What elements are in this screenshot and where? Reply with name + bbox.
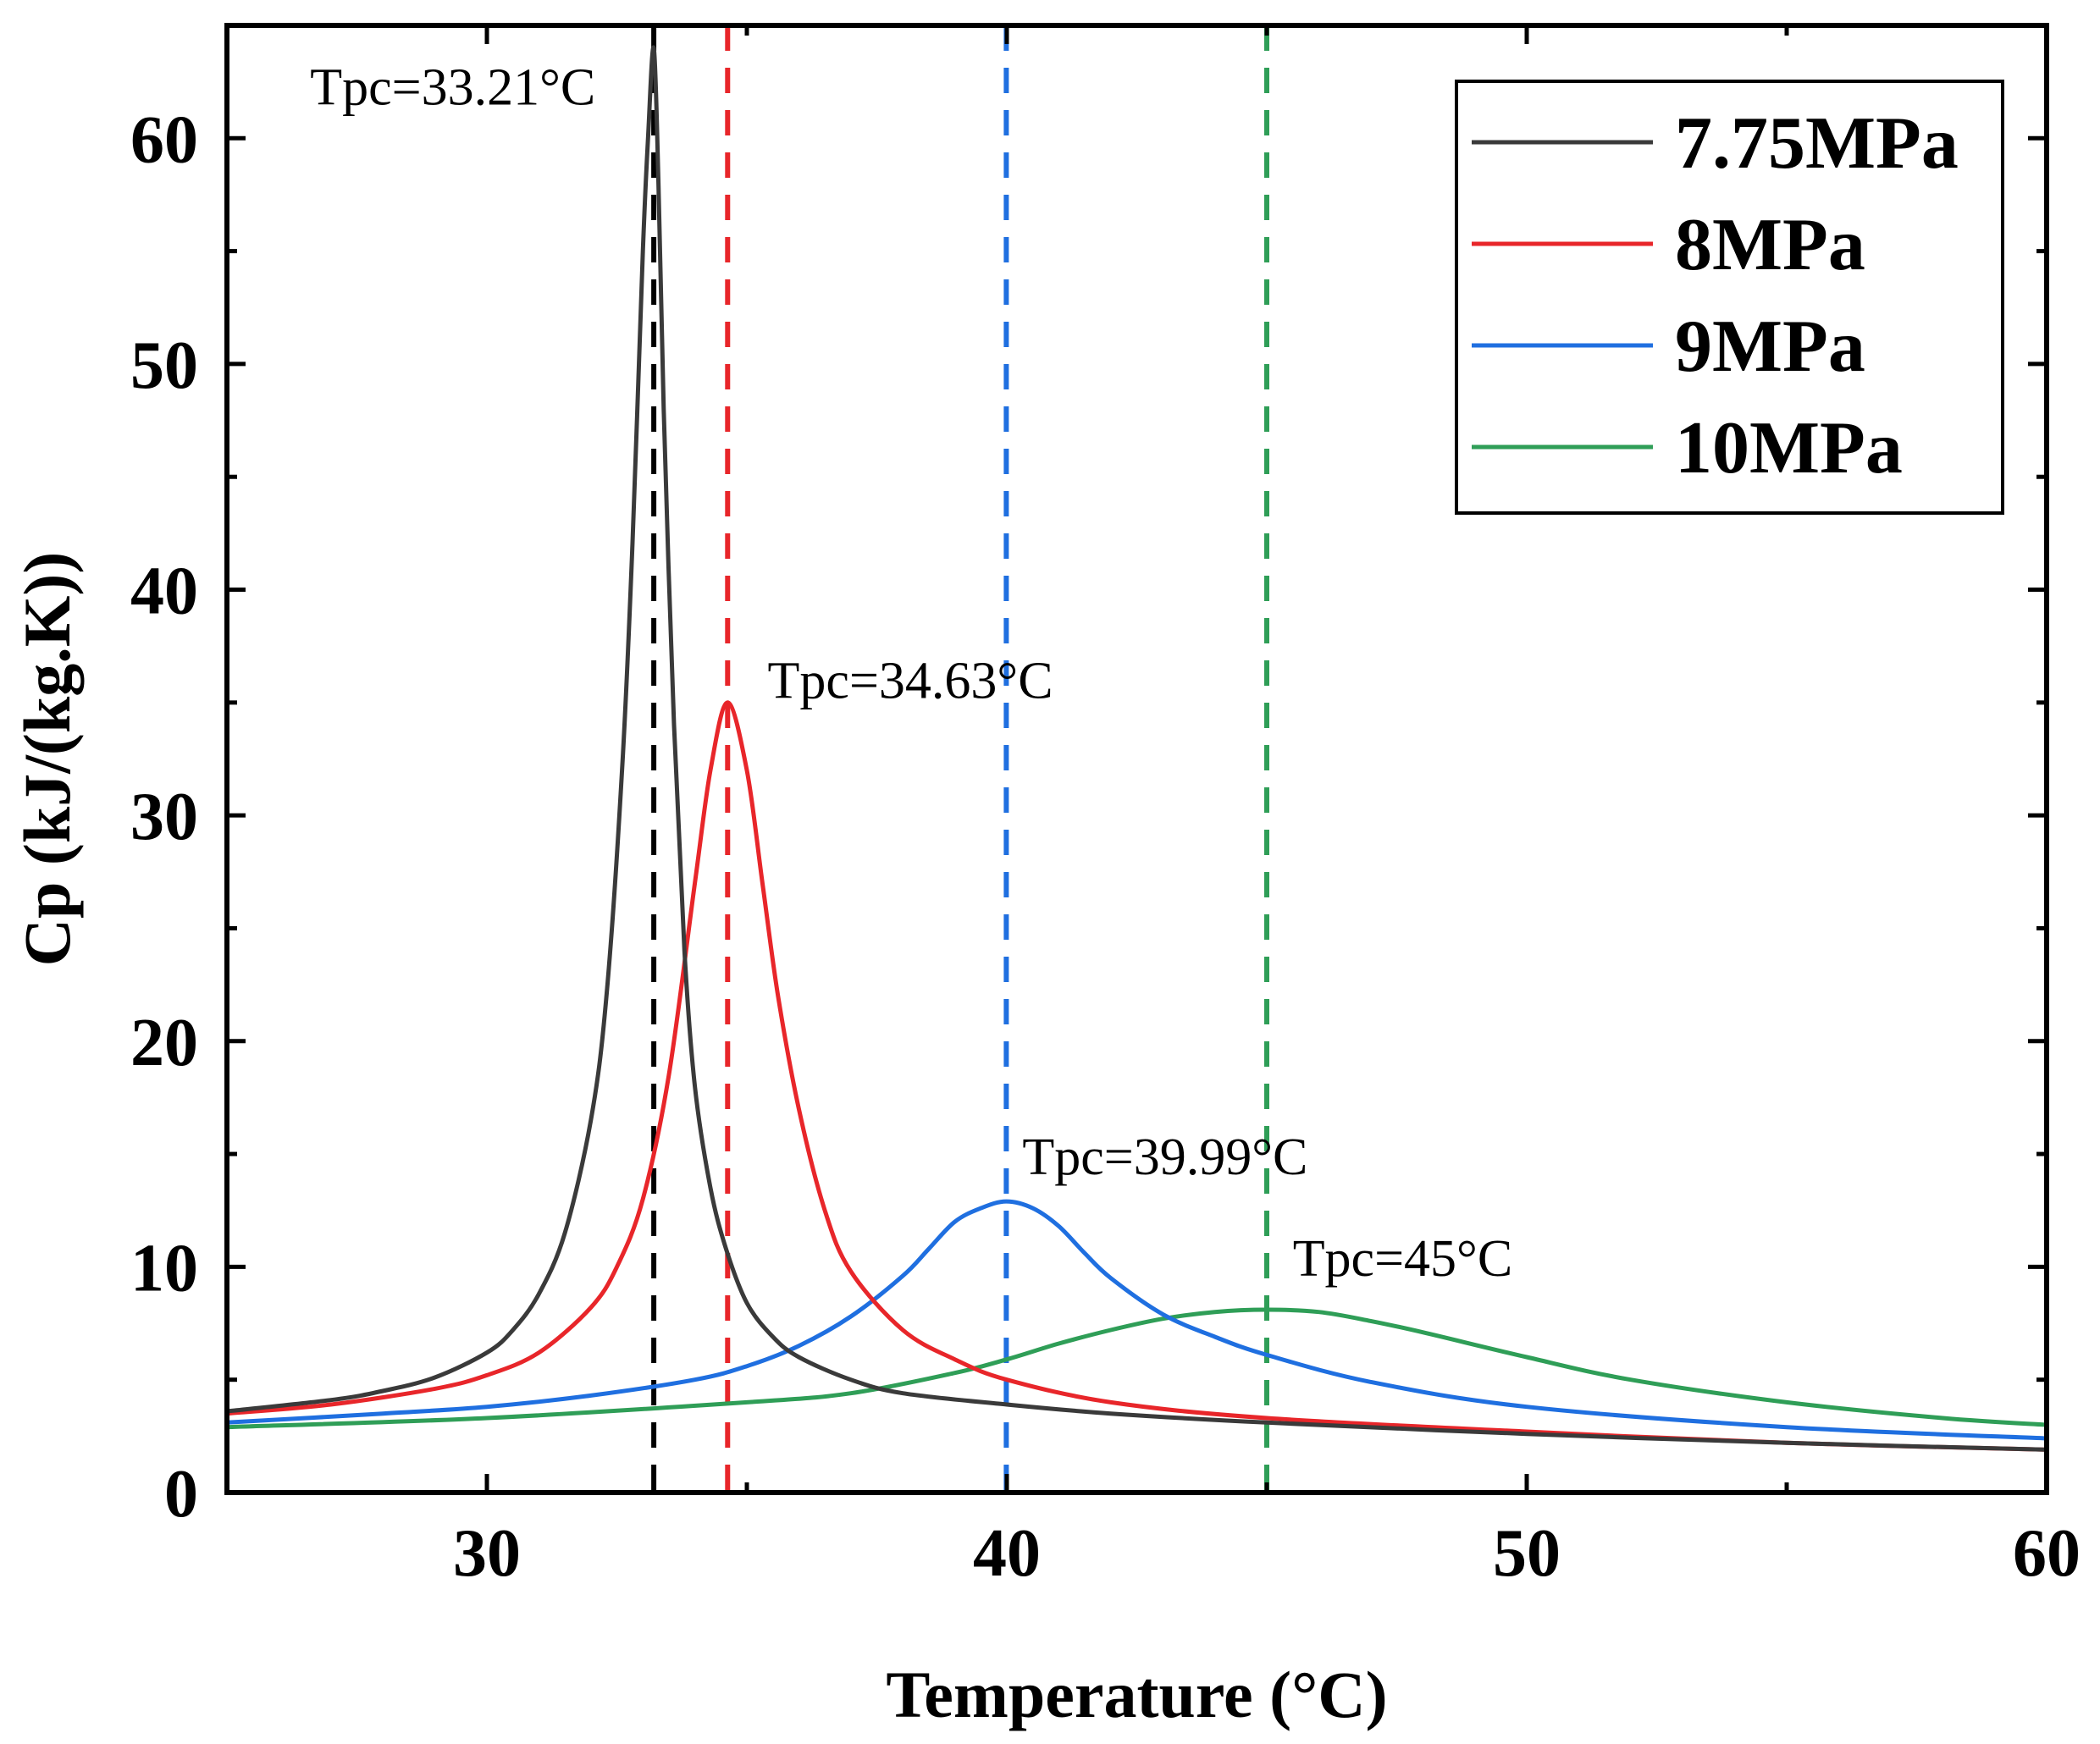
series-line-10MPa xyxy=(227,1307,2047,1430)
tpc-annotation-1: Tpc=34.63°C xyxy=(768,653,1053,710)
legend-box xyxy=(1455,80,2004,515)
plot-border xyxy=(224,23,2049,1495)
x-tick-label: 60 xyxy=(2013,1516,2081,1591)
x-tick-label: 40 xyxy=(973,1516,1041,1591)
series-line-7.75MPa xyxy=(227,45,2047,1452)
legend-label-10MPa: 10MPa xyxy=(1675,407,1903,489)
annotations: Tpc=33.21°C Tpc=34.63°C Tpc=39.99°C Tpc=45°… xyxy=(310,58,1512,1288)
y-axis-title: Cp (kJ/(kg.K)) xyxy=(10,552,84,967)
plot-frame xyxy=(224,23,2049,1495)
y-tick-label: 60 xyxy=(130,102,198,177)
tpc-annotation-2: Tpc=39.99°C xyxy=(1022,1129,1307,1186)
legend-label-7.75MPa: 7.75MPa xyxy=(1675,102,1959,185)
y-tick-label: 30 xyxy=(130,780,198,854)
y-tick-label: 10 xyxy=(130,1231,198,1305)
y-tick-label: 20 xyxy=(130,1006,198,1080)
y-tick-label: 0 xyxy=(164,1457,198,1532)
legend-label-9MPa: 9MPa xyxy=(1675,306,1865,388)
y-tick-label: 50 xyxy=(130,328,198,403)
tpc-annotation-3: Tpc=45°C xyxy=(1293,1230,1513,1288)
tpc-annotation-0: Tpc=33.21°C xyxy=(310,58,595,116)
reference-lines xyxy=(651,25,1269,1493)
series-line-9MPa xyxy=(227,1199,2047,1441)
legend: 7.75MPa 8MPa 9MPa 10MPa xyxy=(1455,80,2004,515)
x-axis-title: Temperature (°C) xyxy=(886,1658,1387,1731)
legend-label-8MPa: 8MPa xyxy=(1675,204,1865,286)
x-tick-label: 50 xyxy=(1493,1516,1561,1591)
series-lines xyxy=(227,45,2047,1452)
x-tick-label: 30 xyxy=(453,1516,521,1591)
series-line-8MPa xyxy=(227,700,2047,1452)
axis-ticks: 30 40 50 60 0 10 20 30 40 50 60 xyxy=(130,23,2081,1591)
y-tick-label: 40 xyxy=(130,555,198,629)
